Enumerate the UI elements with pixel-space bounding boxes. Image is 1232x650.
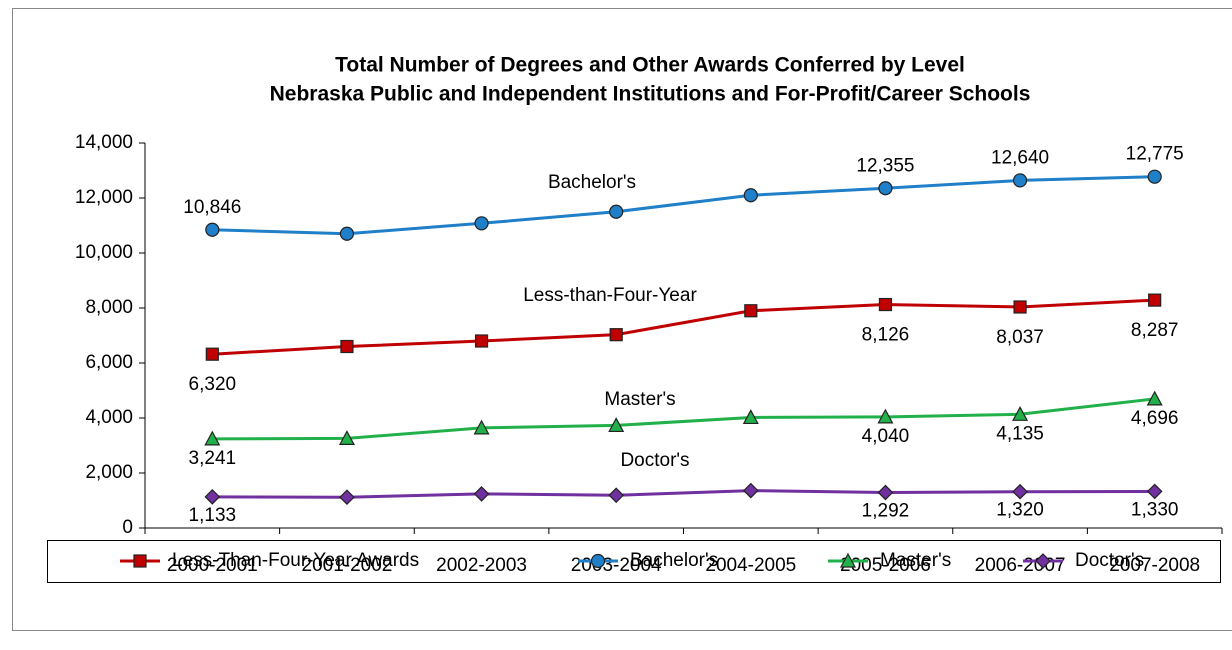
- legend-label: Master's: [880, 550, 951, 571]
- data-label: 6,320: [189, 374, 237, 395]
- x-tick-label: 2000-2001: [167, 555, 258, 576]
- x-tick-label: 2001-2002: [302, 555, 393, 576]
- data-label: 8,037: [996, 327, 1044, 348]
- y-tick-label: 0: [122, 517, 133, 538]
- x-tick-label: 2002-2003: [436, 555, 527, 576]
- data-point: [742, 482, 759, 499]
- data-point: [877, 484, 894, 501]
- data-point: [474, 334, 489, 348]
- data-label: 8,287: [1131, 320, 1179, 341]
- series-annotation: Master's: [604, 389, 675, 410]
- series-annotation: Bachelor's: [548, 172, 636, 193]
- data-point: [1146, 483, 1163, 500]
- legend-label: Bachelor's: [630, 550, 718, 571]
- data-label: 12,775: [1126, 144, 1184, 165]
- data-label: 3,241: [189, 448, 237, 469]
- data-point: [474, 216, 489, 231]
- data-point: [473, 486, 490, 502]
- chart-title: Total Number of Degrees and Other Awards…: [335, 54, 965, 77]
- data-label: 4,040: [862, 426, 910, 447]
- data-point: [608, 487, 625, 504]
- data-point: [609, 328, 623, 342]
- data-point: [742, 409, 759, 425]
- y-tick-label: 6,000: [85, 352, 133, 373]
- data-point: [339, 226, 355, 241]
- legend-label: Doctor's: [1075, 550, 1144, 571]
- data-point: [204, 430, 221, 446]
- data-point: [743, 188, 758, 203]
- data-label: 12,355: [856, 155, 914, 176]
- legend-label: Less-Than-Four-Year Awards: [172, 550, 419, 571]
- data-point: [877, 408, 894, 424]
- legend-marker: [1035, 553, 1051, 569]
- data-label: 1,330: [1131, 499, 1179, 520]
- y-tick-label: 10,000: [75, 242, 133, 263]
- legend-marker: [133, 554, 147, 568]
- data-point: [204, 488, 221, 505]
- y-tick-label: 4,000: [85, 407, 133, 428]
- x-tick-label: 2004-2005: [705, 555, 796, 576]
- data-point: [1146, 390, 1163, 406]
- chart-border: [12, 8, 1232, 631]
- data-point: [1147, 169, 1162, 184]
- data-point: [1013, 300, 1027, 314]
- data-point: [1012, 406, 1029, 421]
- y-tick-label: 2,000: [85, 462, 133, 483]
- y-tick-label: 8,000: [85, 297, 133, 318]
- data-label: 4,135: [996, 423, 1044, 444]
- series-line: [212, 397, 1155, 441]
- data-point: [340, 339, 354, 354]
- data-label: 1,133: [189, 505, 237, 526]
- data-point: [205, 222, 220, 237]
- data-point: [1012, 483, 1028, 500]
- data-point: [609, 204, 624, 219]
- data-point: [339, 489, 355, 506]
- data-point: [1012, 173, 1028, 188]
- chart-subtitle: Nebraska Public and Independent Institut…: [270, 83, 1031, 106]
- data-point: [473, 419, 490, 435]
- legend-marker: [590, 553, 606, 569]
- data-label: 4,696: [1131, 408, 1179, 429]
- x-tick-label: 2006-2007: [975, 555, 1066, 576]
- y-tick-label: 14,000: [75, 132, 133, 153]
- series-annotation: Less-than-Four-Year: [523, 285, 697, 306]
- data-point: [205, 347, 219, 361]
- series-line: [212, 298, 1155, 356]
- data-point: [878, 181, 893, 196]
- data-point: [878, 297, 893, 312]
- series-annotation: Doctor's: [620, 450, 689, 471]
- data-label: 1,320: [996, 500, 1044, 521]
- data-point: [338, 430, 355, 445]
- data-label: 12,640: [991, 147, 1049, 168]
- legend-marker: [839, 552, 857, 568]
- x-tick-label: 2007-2008: [1109, 555, 1200, 576]
- data-point: [608, 417, 625, 433]
- data-point: [1148, 293, 1162, 307]
- data-label: 1,292: [862, 500, 910, 521]
- data-point: [744, 304, 758, 318]
- series-line: [212, 175, 1155, 236]
- series-line: [212, 489, 1155, 499]
- data-label: 10,846: [183, 197, 241, 218]
- y-tick-label: 12,000: [75, 187, 133, 208]
- data-label: 8,126: [862, 325, 910, 346]
